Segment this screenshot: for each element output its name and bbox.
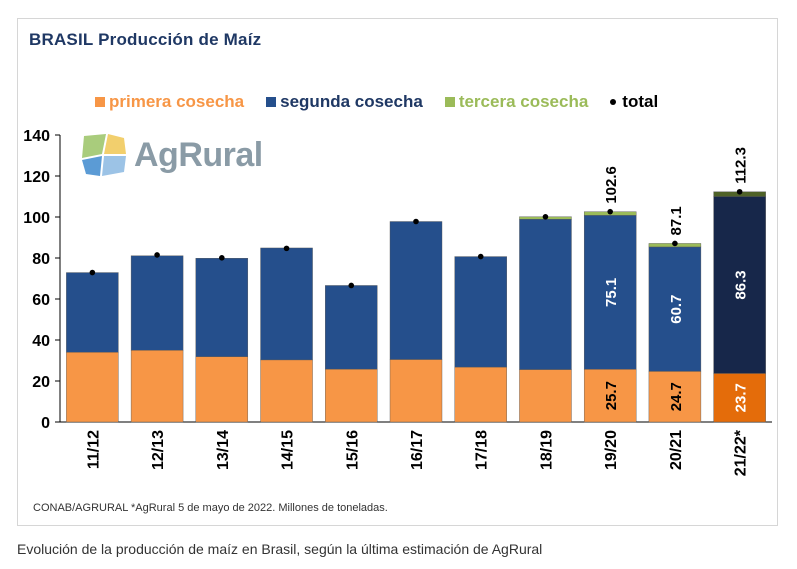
x-tick-label: 21/22* [733,429,750,476]
x-tick-label: 11/12 [85,430,102,469]
legend-item-total: total [610,92,658,112]
bar-segunda-cosecha [195,258,249,357]
total-point [413,218,419,225]
y-tick-label: 140 [23,128,50,145]
bar-segunda-cosecha [325,285,378,370]
legend-item-primera: primera cosecha [95,92,244,112]
bar-segunda-cosecha [583,215,637,370]
legend-dot-total [610,99,617,105]
data-label-total: 102.6 [603,166,620,204]
y-tick-label: 80 [32,251,50,268]
bar-segunda-cosecha [66,272,119,353]
total-point [477,253,484,260]
bar-primera-cosecha [260,359,313,423]
bar-segunda-cosecha [713,196,766,374]
bar-segunda-cosecha [130,255,184,351]
x-tick-label: 14/15 [280,430,297,470]
total-point [283,245,290,252]
bar-segunda-cosecha [389,221,443,360]
data-label-total: 87.1 [668,206,685,235]
total-point [154,252,160,258]
x-tick-label: 13/14 [215,430,232,470]
total-point [542,213,549,220]
chart-title: BRASIL Producción de Maíz [29,30,262,49]
bar-primera-cosecha [713,373,766,423]
total-point [219,254,225,261]
data-label-segunda: 60.7 [668,295,685,324]
x-tick-label: 16/17 [409,430,426,470]
data-label-primera: 25.7 [603,381,620,410]
y-tick-label: 60 [32,292,50,309]
bar-primera-cosecha [648,371,702,423]
bar-primera-cosecha [519,369,572,423]
bar-primera-cosecha [195,356,249,423]
legend-swatch-segunda [266,97,277,107]
x-tick-label: 18/19 [538,430,555,470]
figure-caption: Evolución de la producción de maíz en Br… [17,541,543,557]
legend-label-tercera: tercera cosecha [458,92,589,111]
y-tick-label: 0 [41,415,50,432]
agrural-logo: AgRural [80,132,263,178]
total-point [89,269,96,276]
x-tick-label: 19/20 [603,430,620,470]
data-label-total: 112.3 [733,147,750,184]
bar-segunda-cosecha [648,246,702,372]
legend-item-segunda: segunda cosecha [266,92,423,112]
x-tick-label: 12/13 [150,430,167,470]
bar-primera-cosecha [583,369,637,423]
chart-legend: primera cosecha segunda cosecha tercera … [95,92,680,112]
legend-swatch-primera [95,97,105,107]
x-tick-label: 17/18 [474,430,491,470]
agrural-logo-text: AgRural [134,135,263,174]
x-tick-label: 15/16 [344,430,361,470]
bar-primera-cosecha [325,368,378,423]
y-tick-label: 100 [23,210,50,227]
legend-label-segunda: segunda cosecha [280,92,423,111]
total-point [607,208,613,215]
bar-primera-cosecha [66,352,119,423]
bar-primera-cosecha [389,359,443,423]
bar-primera-cosecha [454,366,507,423]
data-label-segunda: 86.3 [733,270,750,299]
y-tick-label: 40 [32,333,50,350]
total-point [736,188,743,195]
source-note: CONAB/AGRURAL *AgRural 5 de mayo de 2022… [33,502,388,514]
bar-primera-cosecha [130,350,184,423]
x-tick-label: 20/21 [668,430,685,470]
data-label-primera: 24.7 [668,382,685,411]
data-label-segunda: 75.1 [603,278,620,307]
agrural-logo-icon [82,134,126,176]
bar-segunda-cosecha [454,256,507,368]
y-tick-label: 120 [23,169,50,186]
legend-item-tercera: tercera cosecha [444,92,589,112]
total-point [348,282,355,289]
y-tick-label: 20 [32,374,50,391]
bar-segunda-cosecha [260,247,313,361]
bar-segunda-cosecha [519,219,572,370]
data-label-primera: 23.7 [733,383,750,412]
legend-label-total: total [622,92,659,111]
legend-swatch-tercera [444,97,455,107]
legend-label-primera: primera cosecha [109,92,245,111]
total-point [672,240,678,247]
